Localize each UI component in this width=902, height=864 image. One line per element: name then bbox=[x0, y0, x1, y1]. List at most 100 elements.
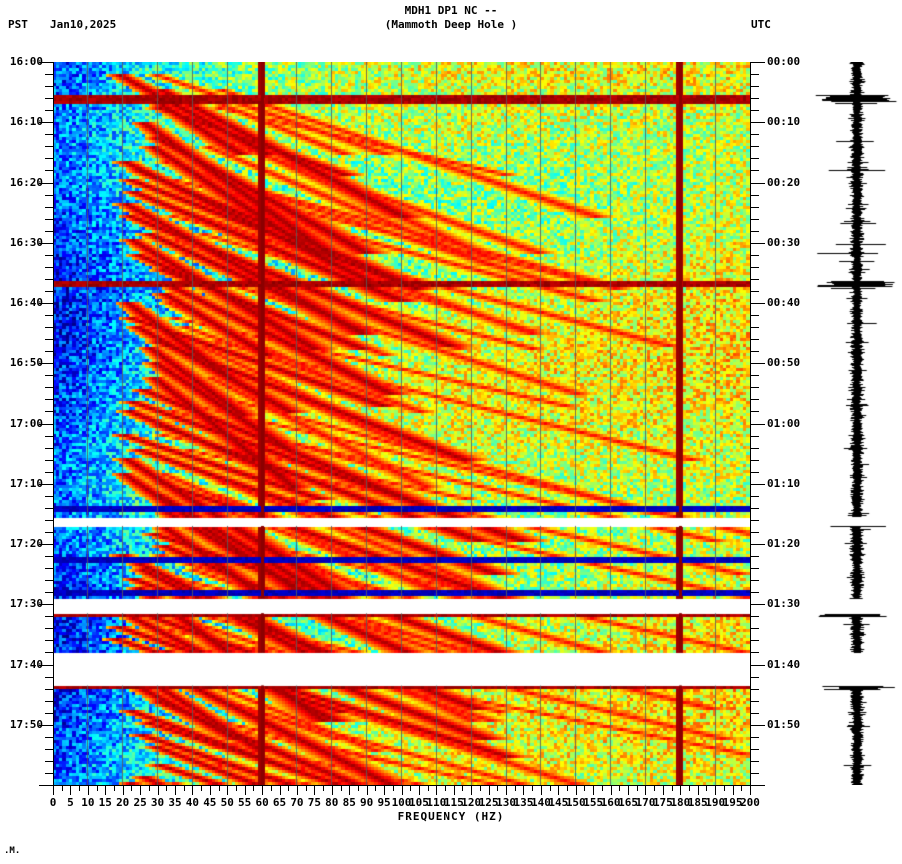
freq-label: 170 bbox=[635, 796, 656, 809]
time-tick-minor bbox=[45, 351, 53, 353]
freq-tick-minor bbox=[462, 786, 464, 791]
time-tick-major bbox=[751, 303, 765, 304]
freq-label: 115 bbox=[443, 796, 464, 809]
freq-tick-minor bbox=[96, 786, 98, 791]
freq-label: 0 bbox=[49, 796, 57, 809]
freq-tick-minor bbox=[392, 786, 394, 791]
time-tick-minor bbox=[751, 628, 759, 630]
time-tick-minor bbox=[45, 218, 53, 220]
time-label-utc: 01:40 bbox=[767, 657, 801, 671]
time-tick-minor bbox=[751, 688, 759, 690]
time-tick-minor bbox=[45, 315, 53, 317]
time-label-pst: 17:00 bbox=[9, 416, 43, 430]
freq-tick-major bbox=[540, 786, 542, 795]
time-tick-minor bbox=[751, 375, 759, 377]
time-tick-minor bbox=[45, 230, 53, 232]
freq-label: 40 bbox=[185, 796, 200, 809]
freq-tick-minor bbox=[323, 786, 325, 791]
freq-label: 145 bbox=[548, 796, 569, 809]
freq-tick-minor bbox=[357, 786, 359, 791]
time-tick-major bbox=[39, 483, 53, 485]
corner-artifact: .M. bbox=[4, 846, 21, 856]
time-tick-minor bbox=[45, 748, 53, 750]
time-tick-minor bbox=[751, 700, 759, 702]
freq-tick-minor bbox=[619, 786, 621, 791]
freq-tick-major bbox=[628, 786, 630, 795]
time-tick-minor bbox=[45, 568, 53, 570]
time-tick-minor bbox=[751, 230, 759, 232]
time-label-utc: 00:50 bbox=[767, 356, 801, 370]
time-tick-major bbox=[39, 182, 53, 184]
freq-tick-major bbox=[174, 786, 176, 795]
time-tick-major bbox=[39, 62, 53, 63]
time-tick-minor bbox=[751, 110, 759, 112]
time-tick-minor bbox=[751, 411, 759, 413]
timezone-label-right: UTC bbox=[751, 18, 771, 31]
time-tick-minor bbox=[45, 556, 53, 558]
time-tick-major bbox=[751, 182, 765, 184]
time-tick-minor bbox=[45, 531, 53, 533]
freq-tick-minor bbox=[375, 786, 377, 791]
freq-tick-minor bbox=[148, 786, 150, 791]
freq-tick-major bbox=[680, 786, 682, 795]
time-tick-minor bbox=[45, 86, 53, 88]
freq-tick-minor bbox=[253, 786, 255, 791]
time-tick-minor bbox=[45, 628, 53, 630]
freq-tick-minor bbox=[201, 786, 203, 791]
freq-tick-minor bbox=[113, 786, 115, 791]
freq-tick-major bbox=[453, 786, 455, 795]
time-tick-minor bbox=[45, 134, 53, 136]
time-tick-minor bbox=[751, 387, 759, 389]
freq-label: 130 bbox=[496, 796, 516, 809]
time-tick-minor bbox=[751, 760, 759, 762]
time-tick-major bbox=[751, 423, 765, 425]
time-tick-minor bbox=[45, 146, 53, 148]
freq-tick-minor bbox=[445, 786, 447, 791]
freq-label: 50 bbox=[220, 796, 234, 809]
time-tick-minor bbox=[45, 495, 53, 497]
freq-tick-major bbox=[750, 786, 751, 795]
freq-tick-major bbox=[715, 786, 717, 795]
time-tick-minor bbox=[751, 616, 759, 618]
time-tick-minor bbox=[45, 399, 53, 401]
freq-tick-major bbox=[471, 786, 473, 795]
time-label-utc: 00:20 bbox=[767, 175, 801, 189]
freq-label: 135 bbox=[513, 796, 534, 809]
freq-tick-minor bbox=[131, 786, 133, 791]
time-tick-minor bbox=[751, 290, 759, 292]
freq-tick-minor bbox=[166, 786, 168, 791]
timezone-label-left: PST bbox=[8, 18, 28, 31]
freq-label: 100 bbox=[391, 796, 412, 809]
freq-label: 30 bbox=[150, 796, 165, 809]
time-tick-major bbox=[39, 242, 53, 244]
freq-label: 70 bbox=[290, 796, 304, 809]
time-tick-minor bbox=[751, 351, 759, 353]
freq-tick-minor bbox=[636, 786, 638, 791]
freq-tick-minor bbox=[288, 786, 290, 791]
seismogram-trace-canvas bbox=[812, 62, 902, 785]
time-label-pst: 16:20 bbox=[9, 175, 43, 189]
freq-tick-major bbox=[262, 786, 264, 795]
time-label-pst: 16:10 bbox=[9, 115, 43, 129]
freq-label: 10 bbox=[81, 796, 95, 809]
freq-tick-major bbox=[732, 786, 734, 795]
freq-tick-major bbox=[87, 786, 89, 795]
freq-tick-major bbox=[645, 786, 647, 795]
freq-label: 185 bbox=[687, 796, 708, 809]
spectrogram-plot[interactable] bbox=[53, 62, 750, 785]
time-tick-minor bbox=[45, 387, 53, 389]
time-tick-minor bbox=[45, 254, 53, 256]
freq-label: 75 bbox=[307, 796, 321, 809]
freq-tick-major bbox=[610, 786, 612, 795]
freq-tick-major bbox=[366, 786, 368, 795]
time-tick-minor bbox=[45, 519, 53, 521]
freq-label: 200 bbox=[740, 796, 760, 809]
freq-label: 85 bbox=[342, 796, 356, 809]
freq-tick-minor bbox=[567, 786, 569, 791]
time-tick-minor bbox=[45, 278, 53, 280]
freq-tick-minor bbox=[532, 786, 534, 791]
freq-tick-major bbox=[384, 786, 386, 795]
time-tick-minor bbox=[45, 688, 53, 690]
freq-tick-major bbox=[662, 786, 664, 795]
time-label-pst: 17:50 bbox=[9, 717, 43, 731]
